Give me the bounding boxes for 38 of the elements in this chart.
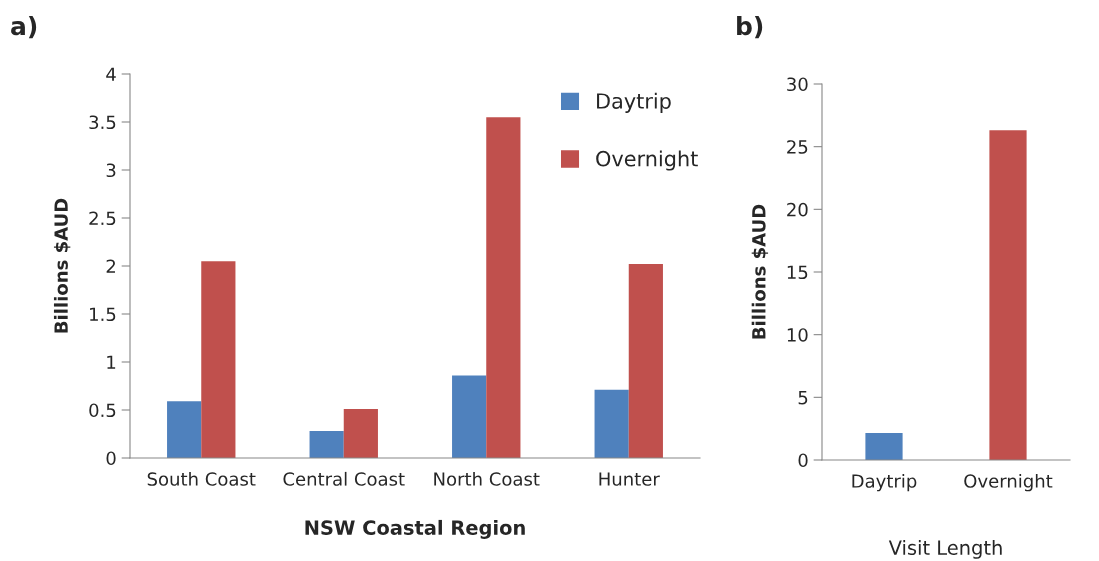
y-tick-label: 2 xyxy=(106,259,115,273)
x-axis-title: Visit Length xyxy=(888,539,1002,559)
y-tick-label: 0.5 xyxy=(89,403,116,418)
y-axis-title: Billions $AUD xyxy=(53,198,71,333)
text: a) xyxy=(11,16,37,39)
x-tick-label: North Coast xyxy=(434,471,540,486)
y-tick-label: 3.5 xyxy=(89,115,116,130)
bar xyxy=(201,261,236,458)
bar xyxy=(167,401,202,458)
y-tick-label: 0 xyxy=(798,453,808,468)
bar xyxy=(452,375,487,458)
y-tick-label: 30 xyxy=(787,77,808,92)
legend-label: Daytrip xyxy=(597,92,671,113)
bar xyxy=(486,117,521,458)
y-tick-label: 10 xyxy=(787,328,808,342)
legend-label: Overnight xyxy=(596,150,698,171)
text: b) xyxy=(737,16,763,39)
x-tick-label: South Coast xyxy=(147,471,256,486)
y-tick-label: 15 xyxy=(787,265,808,280)
bar xyxy=(309,431,344,458)
y-tick-label: 3 xyxy=(106,163,116,178)
y-tick-label: 1.5 xyxy=(90,307,116,322)
bar xyxy=(628,264,663,458)
y-tick-label: 5 xyxy=(798,391,808,405)
y-tick-label: 2.5 xyxy=(89,211,116,226)
y-tick-label: 4 xyxy=(106,67,116,81)
x-axis-title: NSW Coastal Region xyxy=(305,519,525,539)
x-tick-label: Central Coast xyxy=(283,471,405,486)
x-tick-label: Daytrip xyxy=(852,473,917,492)
x-tick-label: Overnight xyxy=(964,473,1053,492)
y-axis-title: Billions $AUD xyxy=(751,204,769,339)
y-tick-label: 25 xyxy=(787,140,808,154)
x-tick-label: Hunter xyxy=(599,472,660,486)
bar xyxy=(594,389,629,458)
bar xyxy=(343,409,378,458)
y-tick-label: 1 xyxy=(107,355,116,369)
y-tick-label: 20 xyxy=(787,202,808,217)
y-tick-label: 0 xyxy=(106,451,116,466)
